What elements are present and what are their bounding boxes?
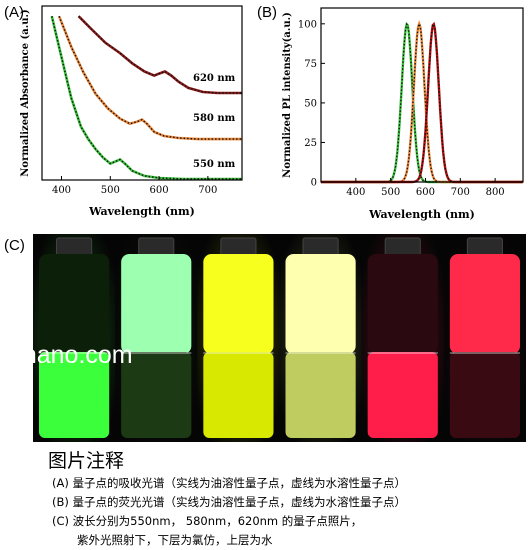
quantum-dot-vials-photo xyxy=(33,234,526,442)
absorbance-x-tick-label: 400 xyxy=(52,185,71,196)
vial-lower-layer xyxy=(449,352,520,438)
watermark-text: mnano.com xyxy=(2,341,133,369)
pl-y-tick-label: 50 xyxy=(304,98,317,109)
annotation-550nm: 550 nm xyxy=(193,159,236,170)
absorbance-series-2-dotted xyxy=(51,16,242,180)
caption-line-b: (B) 量子点的荧光光谱（实线为油溶性量子点，虚线为水溶性量子点） xyxy=(52,495,407,509)
absorbance-y-axis-label: Normalized Absorbance (a.u.) xyxy=(20,9,31,176)
pl-y-tick-label: 0 xyxy=(311,178,317,189)
vial-lower-layer xyxy=(367,352,438,438)
caption-line-c-cont: 紫外光照射下，下层为氯仿，上层为水 xyxy=(77,533,273,547)
pl-x-tick-label: 400 xyxy=(346,187,365,198)
pl-series-1-solid xyxy=(321,20,523,184)
caption-line-a: (A) 量子点的吸收光谱（实线为油溶性量子点，虚线为水溶性量子点） xyxy=(52,476,406,490)
vial-lower-layer xyxy=(285,352,356,438)
panel-a-label: (A) xyxy=(4,4,24,21)
absorbance-plot-frame xyxy=(41,5,243,181)
vial-upper-layer xyxy=(39,254,110,354)
vial-neck xyxy=(220,237,257,257)
absorbance-x-tick-label: 500 xyxy=(101,185,120,196)
vial-lower-layer xyxy=(121,352,192,438)
pl-y-tick-label: 100 xyxy=(298,19,317,30)
absorbance-x-ticks: 400 500 600 700 xyxy=(52,176,217,196)
pl-y-axis-label: Normalized PL intensity(a.u.) xyxy=(282,12,293,178)
vial-upper-layer xyxy=(449,254,520,354)
pl-x-tick-label: 600 xyxy=(416,187,435,198)
absorbance-series-0-dotted xyxy=(78,15,242,94)
vial-upper-layer xyxy=(121,254,192,354)
caption-line-c: (C) 波长分别为550nm， 580nm，620nm 的量子点照片， xyxy=(52,514,363,528)
absorbance-series-2-solid xyxy=(50,15,242,181)
absorbance-series-group xyxy=(50,15,242,181)
vial-neck xyxy=(56,237,93,257)
vial-lower-layer xyxy=(203,352,274,438)
vial-neck xyxy=(384,237,421,257)
vial-lower-layer xyxy=(39,352,110,438)
pl-x-axis-label: Wavelength (nm) xyxy=(368,208,475,221)
vial-upper-layer xyxy=(285,254,356,354)
pl-chart: 400 500 600 700 800 0 25 50 75 100 Wavelength (nm… xyxy=(282,7,524,221)
pl-x-tick-label: 800 xyxy=(486,187,505,198)
pl-y-tick-label: 25 xyxy=(304,138,317,149)
absorbance-x-tick-label: 700 xyxy=(198,185,217,196)
pl-series-group xyxy=(321,20,523,184)
pl-x-tick-label: 500 xyxy=(381,187,400,198)
absorbance-series-1-dotted xyxy=(58,15,242,140)
pl-axis-ticks: 400 500 600 700 800 0 25 50 75 100 xyxy=(298,19,505,198)
panel-b-label: (B) xyxy=(257,4,277,21)
vials-drawing xyxy=(33,234,526,442)
vial-neck xyxy=(466,237,503,257)
vial-neck xyxy=(138,237,175,257)
pl-y-tick-label: 75 xyxy=(304,59,317,70)
absorbance-x-axis-label: Wavelength (nm) xyxy=(88,205,195,218)
absorbance-chart: 400 500 600 700 Wavelength (nm) Normalized … xyxy=(20,5,243,218)
vial-upper-layer xyxy=(203,254,274,354)
pl-x-tick-label: 700 xyxy=(451,187,470,198)
panel-c-label: (C) xyxy=(4,237,25,254)
vial-upper-layer xyxy=(367,254,438,354)
absorbance-x-tick-label: 600 xyxy=(150,185,169,196)
annotation-620nm: 620 nm xyxy=(193,73,236,84)
annotation-580nm: 580 nm xyxy=(193,113,236,124)
caption-title: 图片注释 xyxy=(48,450,125,472)
vial-neck xyxy=(302,237,339,257)
pl-plot-frame xyxy=(320,7,524,183)
